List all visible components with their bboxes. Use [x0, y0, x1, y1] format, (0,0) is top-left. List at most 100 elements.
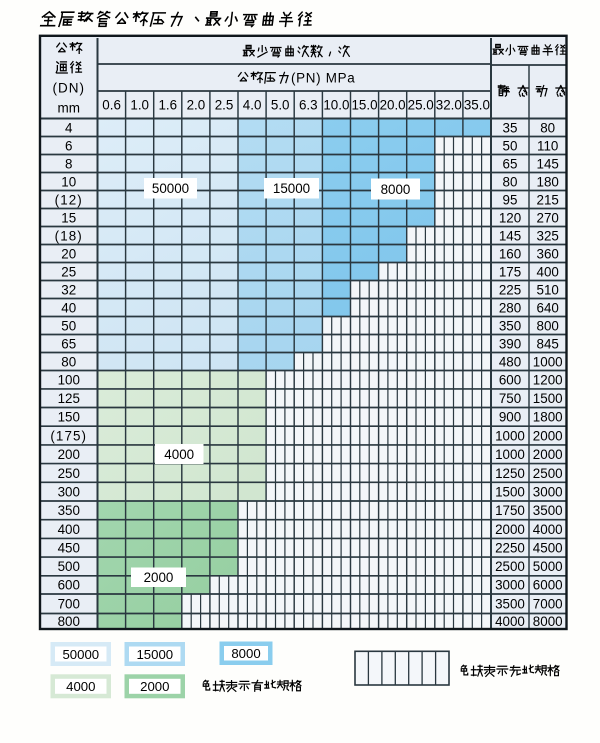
- svg-text:50: 50: [61, 318, 76, 333]
- svg-text:15: 15: [61, 210, 76, 225]
- svg-text:35: 35: [503, 120, 518, 135]
- svg-text:80: 80: [503, 174, 518, 189]
- svg-text:300: 300: [58, 484, 80, 499]
- svg-text:800: 800: [537, 318, 559, 333]
- svg-text:8000: 8000: [381, 182, 411, 197]
- svg-text:65: 65: [61, 336, 76, 351]
- svg-text:400: 400: [537, 264, 559, 279]
- svg-text:390: 390: [499, 336, 521, 351]
- svg-text:3500: 3500: [533, 503, 563, 518]
- svg-text:510: 510: [537, 282, 559, 297]
- svg-text:10: 10: [61, 174, 76, 189]
- svg-text:2000: 2000: [495, 522, 525, 537]
- svg-text:2000: 2000: [140, 679, 169, 694]
- svg-text:500: 500: [58, 559, 80, 574]
- svg-text:600: 600: [499, 373, 521, 388]
- svg-text:5.0: 5.0: [271, 98, 290, 113]
- svg-text:360: 360: [537, 246, 559, 261]
- svg-text:1000: 1000: [495, 428, 525, 443]
- svg-text:280: 280: [499, 300, 521, 315]
- svg-text:150: 150: [58, 410, 80, 425]
- svg-text:4000: 4000: [495, 614, 525, 629]
- svg-text:6000: 6000: [533, 578, 563, 593]
- svg-text:(PN) MPa: (PN) MPa: [291, 70, 355, 85]
- svg-text:120: 120: [499, 210, 521, 225]
- svg-text:15000: 15000: [136, 647, 173, 662]
- svg-text:325: 325: [537, 228, 559, 243]
- svg-text:845: 845: [537, 336, 559, 351]
- svg-text:145: 145: [537, 156, 559, 171]
- svg-text:4000: 4000: [164, 447, 194, 462]
- svg-text:2000: 2000: [533, 447, 563, 462]
- svg-text:1500: 1500: [495, 484, 525, 499]
- svg-text:350: 350: [58, 503, 80, 518]
- svg-text:2.0: 2.0: [187, 98, 206, 113]
- svg-text:750: 750: [499, 391, 521, 406]
- svg-text:1200: 1200: [533, 373, 563, 388]
- svg-text:800: 800: [58, 614, 80, 629]
- svg-text:2500: 2500: [495, 559, 525, 574]
- svg-text:1000: 1000: [495, 447, 525, 462]
- svg-text:(12): (12): [55, 192, 83, 207]
- svg-text:145: 145: [499, 228, 521, 243]
- svg-text:2250: 2250: [495, 541, 525, 556]
- svg-text:95: 95: [503, 192, 518, 207]
- svg-text:3000: 3000: [533, 484, 563, 499]
- svg-text:450: 450: [58, 541, 80, 556]
- svg-text:1000: 1000: [533, 354, 563, 369]
- svg-text:250: 250: [58, 466, 80, 481]
- svg-text:100: 100: [58, 373, 80, 388]
- svg-text:15.0: 15.0: [351, 98, 377, 113]
- svg-text:25.0: 25.0: [408, 98, 434, 113]
- svg-text:2500: 2500: [533, 466, 563, 481]
- svg-text:7000: 7000: [533, 597, 563, 612]
- svg-text:4000: 4000: [533, 522, 563, 537]
- svg-text:32.0: 32.0: [436, 98, 462, 113]
- svg-text:225: 225: [499, 282, 521, 297]
- svg-text:600: 600: [58, 578, 80, 593]
- svg-text:25: 25: [61, 264, 76, 279]
- svg-text:110: 110: [537, 138, 558, 153]
- svg-text:35.0: 35.0: [464, 98, 490, 113]
- svg-text:10.0: 10.0: [323, 98, 349, 113]
- svg-text:2000: 2000: [533, 428, 563, 443]
- svg-text:1.0: 1.0: [130, 98, 149, 113]
- svg-text:1800: 1800: [533, 410, 563, 425]
- svg-text:32: 32: [61, 282, 76, 297]
- svg-text:1500: 1500: [533, 391, 563, 406]
- svg-text:215: 215: [537, 192, 559, 207]
- svg-text:180: 180: [537, 174, 559, 189]
- svg-text:480: 480: [499, 354, 521, 369]
- svg-text:5000: 5000: [533, 559, 563, 574]
- svg-text:mm: mm: [58, 101, 81, 116]
- svg-text:1750: 1750: [495, 503, 525, 518]
- svg-text:80: 80: [61, 354, 76, 369]
- svg-text:(175): (175): [50, 428, 87, 443]
- svg-text:8000: 8000: [231, 646, 260, 661]
- svg-text:400: 400: [58, 522, 80, 537]
- svg-text:6.3: 6.3: [299, 98, 318, 113]
- svg-text:4.0: 4.0: [243, 98, 262, 113]
- svg-text:4500: 4500: [533, 541, 563, 556]
- svg-text:50000: 50000: [62, 647, 99, 662]
- svg-text:1.6: 1.6: [158, 98, 177, 113]
- svg-text:2.5: 2.5: [215, 98, 234, 113]
- svg-text:8: 8: [65, 156, 72, 171]
- svg-text:2000: 2000: [144, 570, 174, 585]
- svg-text:3500: 3500: [495, 597, 525, 612]
- svg-text:80: 80: [540, 120, 555, 135]
- svg-text:350: 350: [499, 318, 521, 333]
- svg-text:900: 900: [499, 410, 521, 425]
- svg-text:0.6: 0.6: [102, 98, 121, 113]
- svg-text:20.0: 20.0: [380, 98, 406, 113]
- svg-text:1250: 1250: [495, 466, 525, 481]
- svg-text:700: 700: [58, 597, 80, 612]
- svg-text:15000: 15000: [273, 181, 310, 196]
- svg-text:65: 65: [503, 156, 518, 171]
- svg-text:(DN): (DN): [53, 80, 86, 95]
- svg-text:8000: 8000: [533, 614, 563, 629]
- svg-text:40: 40: [61, 300, 76, 315]
- svg-text:160: 160: [499, 246, 521, 261]
- svg-text:4: 4: [65, 120, 73, 135]
- svg-text:4000: 4000: [66, 679, 95, 694]
